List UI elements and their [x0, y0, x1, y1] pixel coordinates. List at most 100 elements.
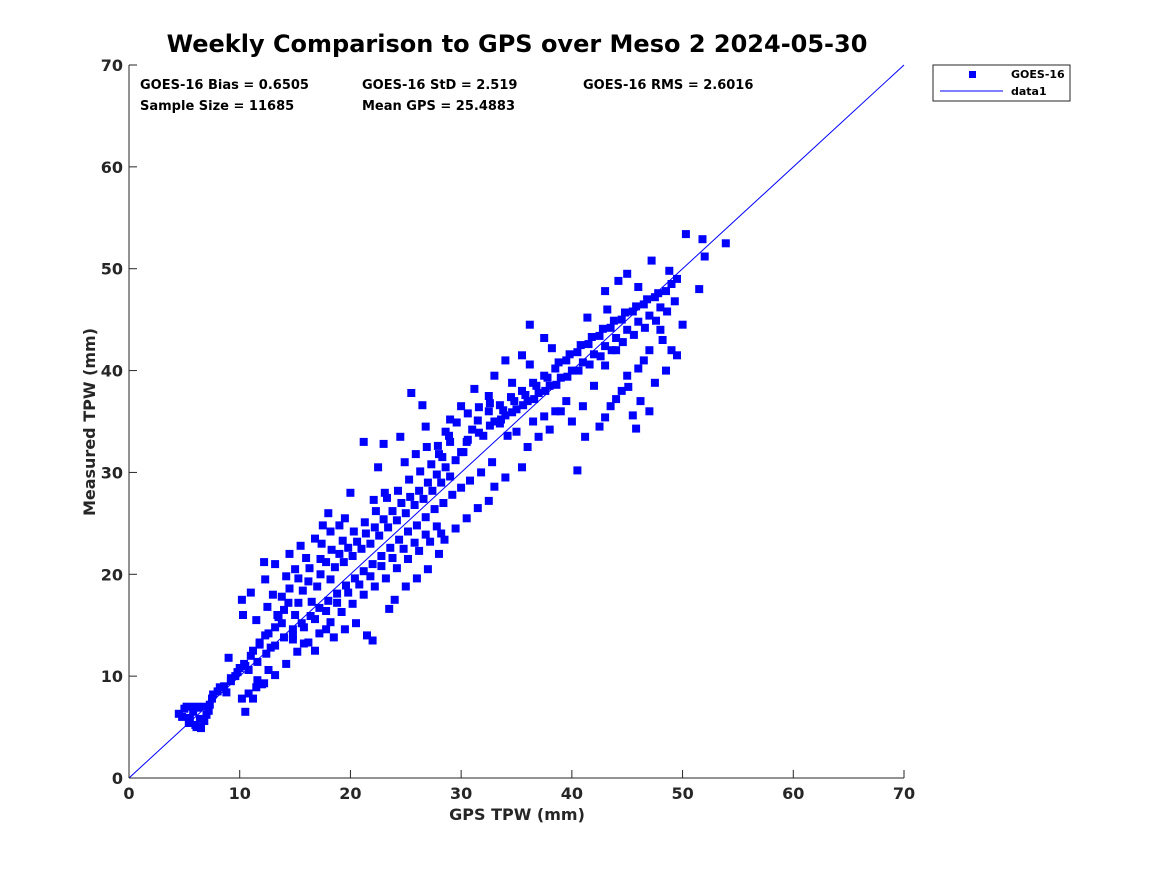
- data-point: [198, 702, 207, 711]
- data-point: [623, 269, 632, 278]
- data-point: [285, 549, 294, 558]
- data-point: [288, 635, 297, 644]
- data-point: [573, 466, 582, 475]
- data-point: [407, 389, 416, 397]
- data-point: [545, 381, 554, 390]
- data-point: [479, 431, 488, 440]
- data-point: [215, 683, 224, 692]
- data-point: [562, 356, 571, 365]
- data-point: [394, 486, 402, 495]
- data-point: [410, 501, 419, 509]
- data-point: [335, 549, 344, 558]
- data-point: [349, 527, 358, 536]
- data-point: [670, 297, 679, 306]
- y-tick-label: 0: [112, 769, 123, 788]
- data-point: [463, 435, 472, 444]
- data-point: [523, 443, 532, 451]
- data-point: [359, 437, 368, 446]
- data-point: [432, 522, 441, 531]
- data-point: [315, 603, 324, 612]
- data-point: [445, 431, 453, 440]
- data-point: [519, 401, 528, 410]
- data-point: [421, 513, 430, 522]
- data-point: [327, 545, 336, 554]
- data-point: [673, 274, 681, 283]
- data-point: [363, 631, 371, 640]
- data-point: [264, 666, 273, 674]
- data-point: [252, 683, 261, 692]
- data-point: [324, 509, 333, 518]
- data-point: [695, 285, 704, 294]
- data-point: [333, 598, 342, 607]
- data-point: [512, 427, 521, 436]
- data-point: [337, 608, 346, 616]
- data-point: [673, 351, 681, 360]
- data-point: [518, 463, 526, 472]
- data-point: [361, 529, 370, 538]
- reference-line-group: [128, 64, 905, 779]
- data-point: [534, 432, 543, 441]
- data-point: [525, 360, 534, 369]
- data-point: [529, 417, 538, 426]
- data-point: [388, 507, 397, 516]
- data-point: [322, 558, 331, 567]
- data-point: [395, 535, 404, 544]
- data-point: [263, 602, 272, 611]
- data-point: [484, 407, 493, 416]
- data-point: [573, 348, 582, 357]
- data-point: [634, 317, 643, 326]
- data-point: [595, 422, 604, 431]
- data-point: [415, 486, 424, 495]
- data-point: [423, 565, 432, 574]
- data-point: [400, 458, 409, 467]
- data-point: [388, 554, 397, 562]
- data-point: [437, 478, 446, 487]
- data-point: [246, 588, 255, 597]
- data-point: [488, 458, 497, 467]
- data-point: [306, 612, 315, 620]
- data-point: [446, 437, 455, 446]
- data-point: [222, 688, 231, 697]
- data-point: [433, 441, 442, 450]
- data-point: [415, 546, 424, 555]
- data-point: [288, 625, 297, 634]
- data-point: [499, 406, 508, 415]
- data-point: [326, 575, 335, 584]
- data-point: [632, 302, 641, 311]
- data-point: [244, 689, 253, 698]
- data-points: [174, 230, 730, 733]
- data-point: [621, 308, 629, 317]
- stat-rms: GOES-16 RMS = 2.6016: [583, 78, 753, 93]
- data-point: [645, 346, 654, 355]
- data-point: [658, 336, 667, 344]
- data-point: [381, 574, 390, 583]
- data-point: [277, 619, 286, 628]
- data-point: [609, 316, 618, 325]
- data-point: [495, 401, 504, 410]
- y-tick-label: 70: [101, 56, 123, 75]
- data-point: [617, 315, 626, 324]
- data-point: [612, 334, 621, 342]
- data-point: [576, 341, 585, 350]
- data-point: [411, 450, 420, 459]
- data-point: [473, 416, 482, 425]
- data-point: [612, 346, 621, 355]
- data-point: [584, 340, 593, 349]
- data-point: [311, 615, 319, 624]
- data-point: [595, 331, 604, 340]
- data-point: [352, 619, 360, 628]
- data-point: [371, 507, 380, 516]
- data-point: [348, 552, 357, 560]
- data-point: [339, 558, 348, 567]
- data-point: [645, 407, 654, 416]
- x-tick-label: 0: [123, 784, 134, 803]
- data-point: [441, 427, 450, 436]
- data-point: [322, 607, 331, 615]
- data-point: [426, 537, 435, 546]
- data-point: [639, 356, 648, 365]
- data-point: [590, 381, 598, 390]
- data-point: [435, 549, 443, 558]
- data-point: [377, 562, 386, 571]
- data-point: [240, 659, 249, 668]
- data-point: [370, 523, 379, 532]
